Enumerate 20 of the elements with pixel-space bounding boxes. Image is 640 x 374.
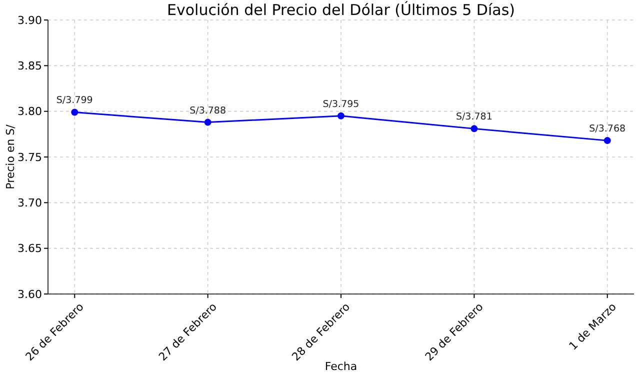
y-tick-label: 3.70 xyxy=(18,196,42,210)
y-tick-label: 3.90 xyxy=(18,14,42,27)
data-label: S/3.795 xyxy=(322,98,360,110)
point xyxy=(338,112,344,120)
point xyxy=(470,125,478,132)
point xyxy=(604,137,611,144)
chart-title: Evolución del Precio del Dólar (Últimos 5 Días) xyxy=(167,1,515,19)
data-label: S/3.799 xyxy=(56,95,93,106)
point xyxy=(71,108,78,116)
x-axis-title: Fecha xyxy=(324,360,358,373)
data-label: S/3.781 xyxy=(456,112,492,123)
y-tick-label: 3.85 xyxy=(18,60,42,73)
point xyxy=(204,118,212,126)
y-tick-label: 3.80 xyxy=(18,105,42,118)
y-tick-label: 3.75 xyxy=(18,150,42,164)
y-axis-title: Precio en S/ xyxy=(4,124,17,190)
data-label: S/3.788 xyxy=(190,105,226,116)
data-label: S/3.768 xyxy=(589,124,626,135)
y-tick-label: 3.60 xyxy=(18,288,42,301)
y-tick-label: 3.65 xyxy=(18,242,42,256)
